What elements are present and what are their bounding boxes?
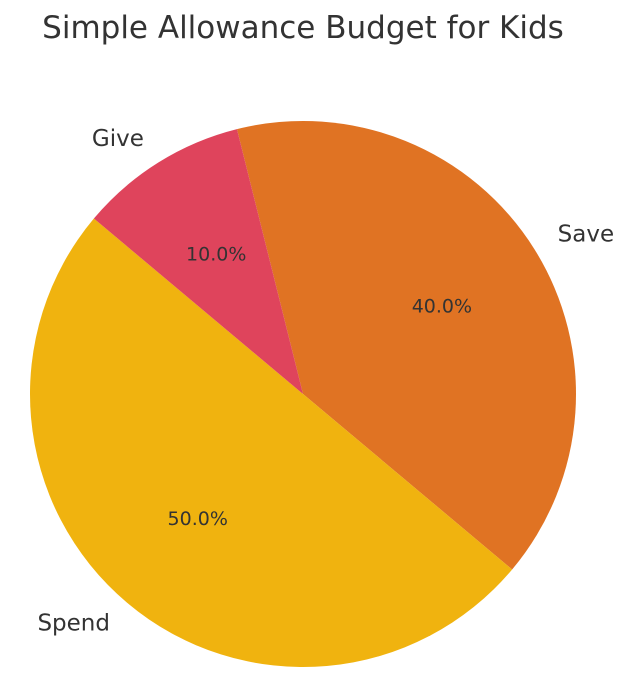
percent-label-save: 40.0% [412,296,472,318]
slice-label-save: Save [558,221,614,247]
pie-slice-save [236,120,577,570]
chart-title: Simple Allowance Budget for Kids [42,10,564,46]
slice-label-give: Give [92,126,144,152]
pie-slice-give [93,129,303,395]
slice-label-spend: Spend [37,611,110,637]
percent-label-spend: 50.0% [168,508,228,530]
pie-slice-spend [29,218,513,667]
percent-label-give: 10.0% [186,244,246,266]
